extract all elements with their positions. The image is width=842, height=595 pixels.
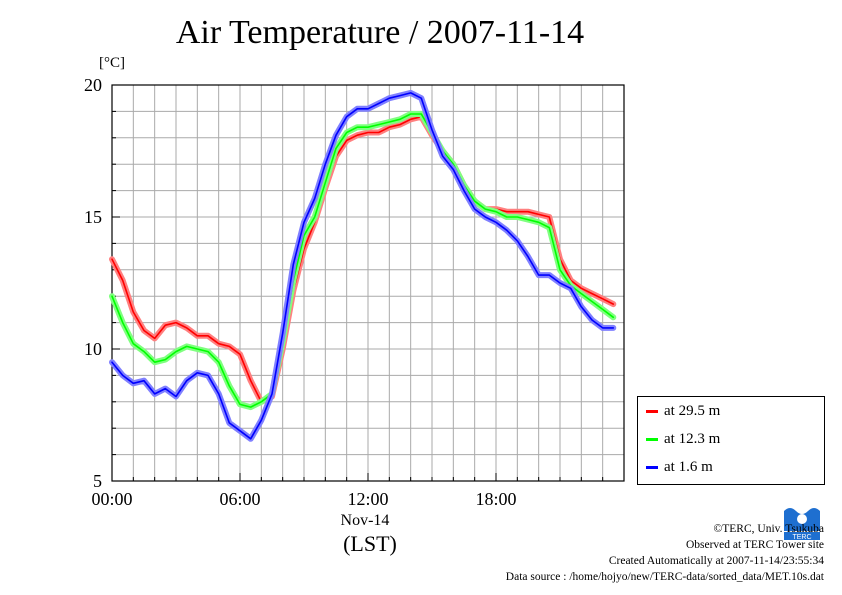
- y-tick-label: 5: [93, 471, 102, 491]
- legend-label: at 29.5 m: [664, 402, 721, 419]
- credit-site: Observed at TERC Tower site: [685, 539, 824, 551]
- legend-item-29-5m: at 29.5 m: [646, 401, 720, 421]
- legend-swatch-green: [646, 437, 658, 441]
- credit-source: Data source : /home/hojyo/new/TERC-data/…: [505, 571, 824, 583]
- x-axis-label: (LST): [343, 531, 397, 556]
- y-tick-label: 15: [84, 207, 102, 227]
- x-tick-label: 00:00: [91, 489, 132, 509]
- x-axis-date-label: Nov-14: [340, 512, 390, 529]
- y-axis-unit-label: [°C]: [99, 55, 125, 71]
- legend-item-12-3m: at 12.3 m: [646, 429, 720, 449]
- series-halo-2: [109, 89, 617, 442]
- credit-copyright: ©TERC, Univ. Tsukuba: [713, 523, 824, 535]
- y-tick-label: 10: [84, 339, 102, 359]
- svg-text:TERC: TERC: [792, 534, 811, 541]
- series-halo-0: [109, 113, 617, 405]
- terc-logo-icon: TERC: [782, 503, 822, 541]
- series-line-0: [111, 115, 615, 403]
- series-line-1: [111, 113, 615, 408]
- legend-swatch-blue: [646, 465, 658, 469]
- legend-label: at 12.3 m: [664, 430, 721, 447]
- series-halo-1: [109, 111, 617, 411]
- chart-title: Air Temperature / 2007-11-14: [175, 14, 585, 51]
- x-tick-label: 18:00: [475, 489, 516, 509]
- legend: at 29.5 m at 12.3 m at 1.6 m: [637, 396, 825, 485]
- credit-created: Created Automatically at 2007-11-14/23:5…: [608, 555, 824, 567]
- series-line-2: [111, 92, 615, 440]
- x-tick-label: 06:00: [219, 489, 260, 509]
- legend-swatch-red: [646, 409, 658, 413]
- x-tick-label: 12:00: [347, 489, 388, 509]
- legend-item-1-6m: at 1.6 m: [646, 457, 713, 477]
- legend-label: at 1.6 m: [664, 458, 713, 475]
- credits-block: ©TERC, Univ. Tsukuba Observed at TERC To…: [506, 521, 824, 585]
- y-tick-label: 20: [84, 75, 102, 95]
